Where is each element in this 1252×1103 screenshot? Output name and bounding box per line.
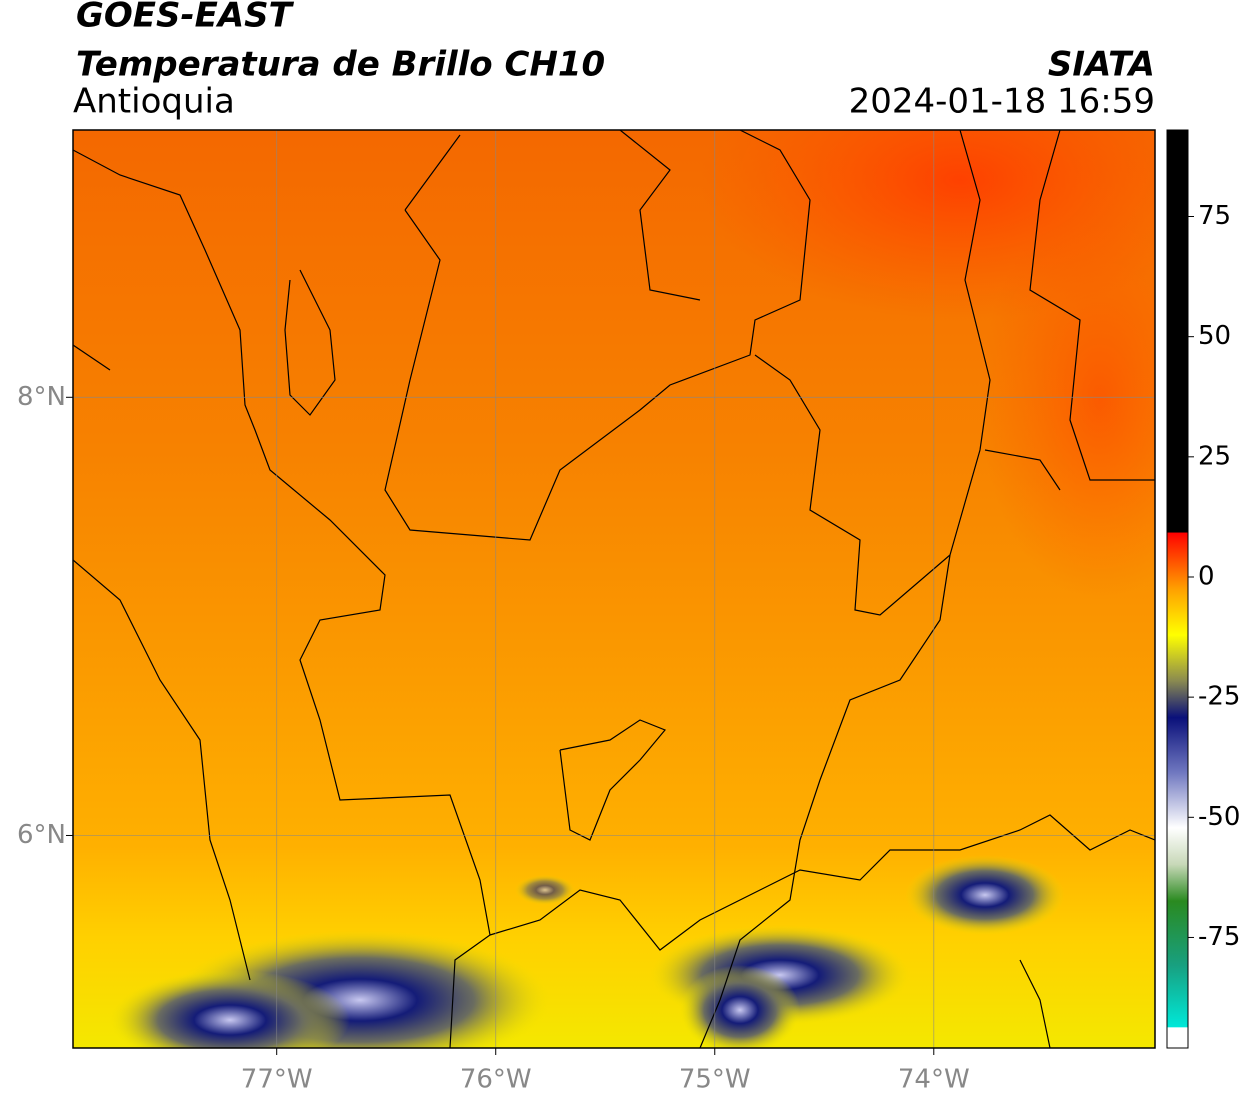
colorbar-tick-label: -25: [1198, 682, 1240, 712]
lon-tick-label: 76°W: [460, 1065, 532, 1095]
product-title: Temperatura de Brillo CH10: [76, 45, 605, 85]
datetime-label: 2024-01-18 16:59: [849, 82, 1155, 122]
map-frame: [72, 129, 1156, 1049]
colorbar-tick-label: -50: [1198, 802, 1240, 832]
colorbar-tick-label: 25: [1198, 441, 1231, 471]
lon-tick-label: 75°W: [679, 1065, 751, 1095]
colorbar-tick-label: 50: [1198, 321, 1231, 351]
lat-tick-label: 6°N: [17, 820, 66, 850]
colorbar-tick-label: 75: [1198, 201, 1231, 231]
colorbar: [1166, 129, 1189, 1049]
map-image: [73, 130, 1155, 1048]
satellite-title: GOES-EAST: [76, 0, 295, 36]
region-label: Antioquia: [73, 82, 235, 122]
colorbar-tick-label: 0: [1198, 561, 1215, 591]
source-label: SIATA: [1048, 45, 1155, 85]
graticule: [73, 130, 1155, 1048]
lon-tick-label: 77°W: [241, 1065, 313, 1095]
colorbar-tick-label: -75: [1198, 922, 1240, 952]
lat-tick-label: 8°N: [17, 382, 66, 412]
lon-tick-label: 74°W: [898, 1065, 970, 1095]
